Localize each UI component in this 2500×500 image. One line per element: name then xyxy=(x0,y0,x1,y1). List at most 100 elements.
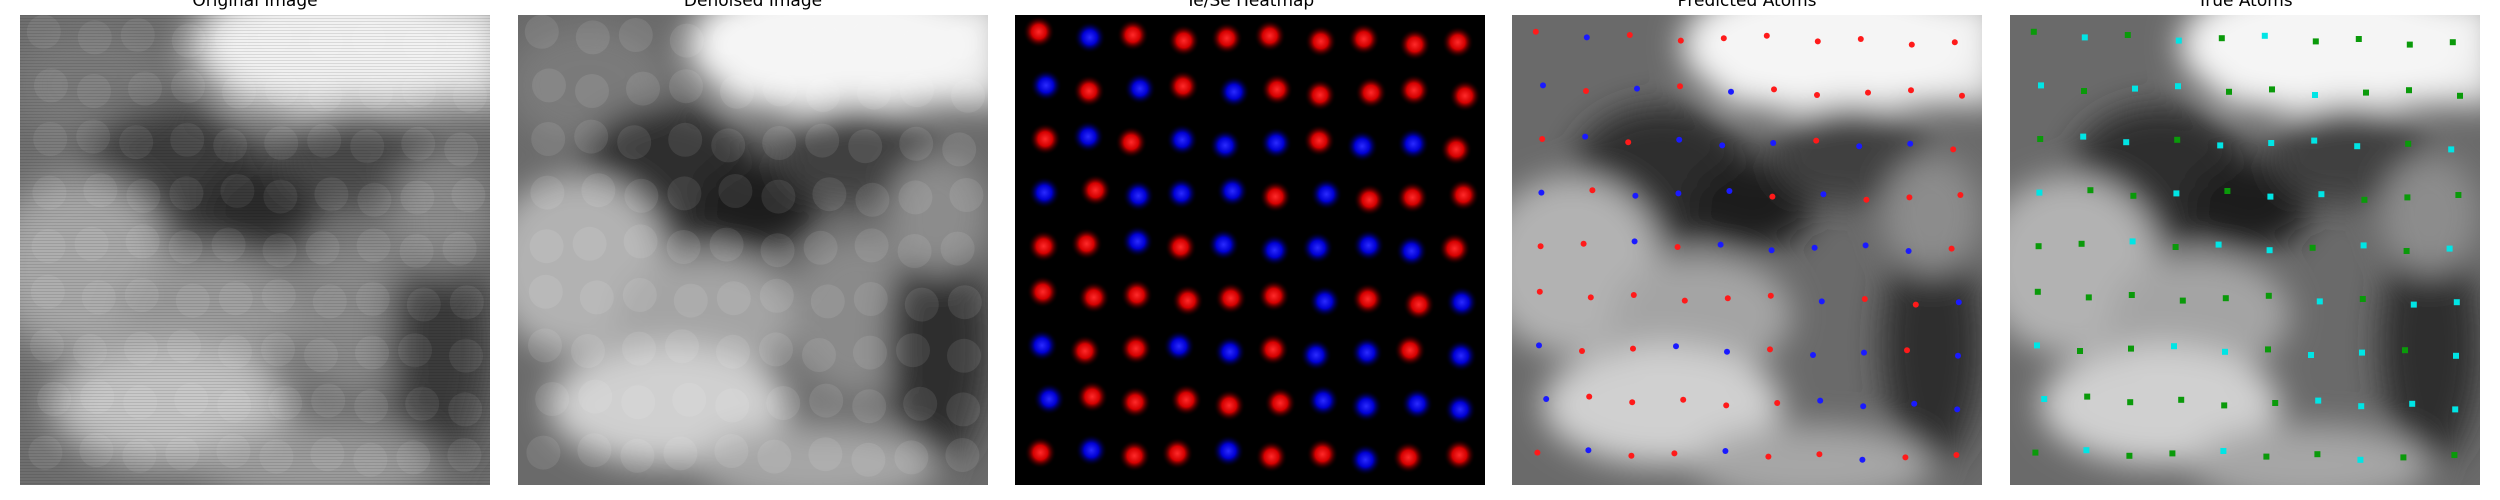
image-atom-blob xyxy=(535,382,570,416)
image-atom-blob xyxy=(762,126,797,160)
image-atom-blob xyxy=(530,175,565,210)
image-atom-blob xyxy=(951,78,985,113)
predicted-te-atom xyxy=(1586,393,1593,400)
image-atom-blob xyxy=(759,332,793,367)
heatmap-te-spot xyxy=(1438,232,1471,265)
true-atom-type-b xyxy=(2404,194,2411,201)
true-atom-type-b xyxy=(2179,297,2186,304)
predicted-se-atom xyxy=(1954,406,1961,413)
predicted-se-atom xyxy=(1724,348,1730,355)
predicted-te-atom xyxy=(1583,88,1589,94)
predicted-atom-markers xyxy=(1532,28,1965,463)
true-atom-type-b xyxy=(2178,396,2185,403)
true-atom-type-a xyxy=(2083,447,2090,454)
heatmap-se-spot xyxy=(1308,285,1341,318)
image-atom-blob xyxy=(623,224,658,259)
heatmap-se-spot xyxy=(1212,435,1245,467)
predicted-se-atom xyxy=(1631,238,1638,245)
image-atom-blob xyxy=(578,379,613,414)
predicted-te-atom xyxy=(1626,32,1633,38)
true-atom-type-b xyxy=(2455,192,2462,198)
heatmap-se-spot xyxy=(1072,120,1105,153)
heatmap-te-spot xyxy=(1118,439,1151,472)
true-atom-type-a xyxy=(2173,190,2180,197)
heatmap-se-spot xyxy=(1026,329,1058,362)
true-atom-type-b xyxy=(2272,400,2279,406)
heatmap-te-spot xyxy=(1398,28,1431,61)
image-atom-blob xyxy=(940,231,975,266)
image-atom-blob xyxy=(802,338,836,372)
heatmap-te-spot xyxy=(1261,73,1293,106)
image-atom-blob xyxy=(528,328,562,363)
predicted-te-atom xyxy=(1769,193,1776,200)
image-atom-blob xyxy=(575,74,609,108)
predicted-te-atom xyxy=(1948,245,1955,252)
heatmap-se-spot xyxy=(1395,235,1428,267)
image-atom-blob xyxy=(622,331,656,366)
true-atom-type-a xyxy=(2409,400,2416,407)
image-atom-blob xyxy=(532,68,566,103)
predicted-se-atom xyxy=(1632,192,1639,199)
image-atom-blob xyxy=(808,437,843,472)
image-atom-blob xyxy=(524,15,559,49)
image-atom-blob xyxy=(666,230,701,264)
true-atom-type-b xyxy=(2363,89,2369,96)
denoised-blob-layer xyxy=(524,15,985,477)
true-atom-type-b xyxy=(2035,243,2042,250)
heatmap-te-spot xyxy=(1392,441,1425,474)
predicted-atoms-view xyxy=(1512,15,1982,485)
true-atom-type-b xyxy=(2406,87,2412,94)
heatmap-te-spot xyxy=(1259,180,1292,213)
heatmap-se-spot xyxy=(1163,330,1195,363)
panel-title-predicted: Predicted Atoms xyxy=(1677,0,1817,11)
predicted-te-atom xyxy=(1951,39,1958,46)
image-atom-blob xyxy=(947,338,981,373)
predicted-te-atom xyxy=(1902,454,1909,461)
heatmap-te-spot xyxy=(1120,332,1152,365)
heatmap-te-spot xyxy=(1353,183,1386,216)
heatmap-se-spot xyxy=(1207,228,1240,261)
image-atom-blob xyxy=(812,177,847,212)
heatmap-te-spot xyxy=(1024,436,1057,469)
predicted-te-atom xyxy=(1532,28,1539,35)
true-atom-type-b xyxy=(2312,38,2319,45)
predicted-se-atom xyxy=(1817,397,1824,404)
true-atom-type-a xyxy=(2268,140,2275,146)
heatmap-te-spot xyxy=(1026,275,1059,308)
heatmap-se-spot xyxy=(1401,387,1434,420)
image-atom-blob xyxy=(663,436,698,471)
true-atom-type-a xyxy=(2316,298,2323,305)
image-atom-blob xyxy=(529,229,564,264)
image-atom-blob xyxy=(581,173,616,208)
predicted-te-atom xyxy=(1681,297,1688,304)
predicted-te-atom xyxy=(1861,296,1868,302)
image-atom-blob xyxy=(849,22,884,56)
predicted-se-atom xyxy=(1768,247,1775,254)
heatmap-te-spot xyxy=(1402,288,1435,321)
image-atom-blob xyxy=(942,132,977,167)
image-atom-blob xyxy=(716,281,751,316)
predicted-se-atom xyxy=(1862,242,1869,249)
image-atom-blob xyxy=(806,24,841,59)
image-atom-blob xyxy=(894,440,929,475)
heatmap-se-spot xyxy=(1165,177,1198,210)
image-atom-blob xyxy=(896,333,930,368)
heatmap-se-spot xyxy=(1351,336,1383,369)
true-atom-type-a xyxy=(2217,142,2224,149)
predicted-te-atom xyxy=(1677,83,1683,90)
predicted-te-atom xyxy=(1671,450,1678,457)
predicted-te-atom xyxy=(1537,243,1544,250)
heatmap-se-spot xyxy=(1258,234,1291,267)
true-atom-type-b xyxy=(2174,136,2181,143)
true-atom-type-a xyxy=(2261,32,2268,39)
true-atom-type-b xyxy=(2222,295,2229,302)
predicted-te-atom xyxy=(1950,146,1957,153)
heatmap-te-spot xyxy=(1440,133,1473,166)
heatmap-se-spot xyxy=(1350,390,1383,423)
predicted-te-atom xyxy=(1630,345,1636,352)
heatmap-te-spot xyxy=(1170,383,1203,416)
true-atom-type-b xyxy=(2126,452,2133,459)
true-atom-type-b xyxy=(2405,140,2412,147)
predicted-te-atom xyxy=(1723,402,1730,409)
true-atom-type-a xyxy=(2453,299,2460,306)
